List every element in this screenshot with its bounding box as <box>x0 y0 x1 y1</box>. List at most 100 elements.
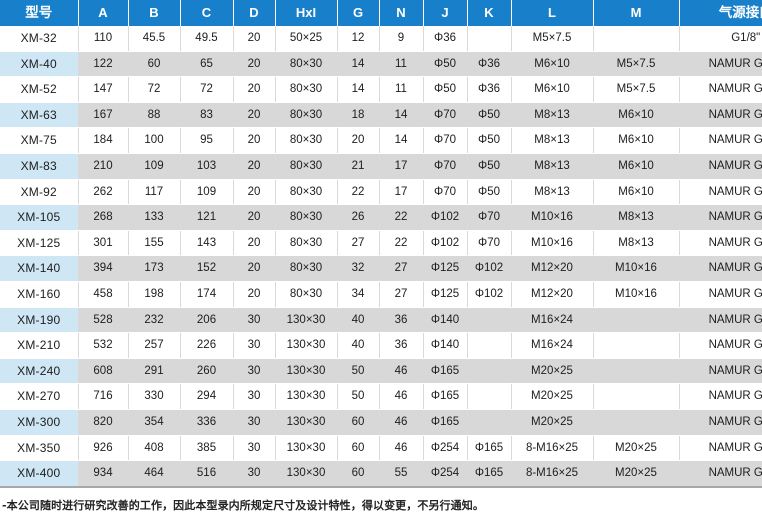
cell-hxi: 80×30 <box>275 51 338 78</box>
cell-d: 20 <box>233 51 276 78</box>
cell-a: 184 <box>78 127 129 154</box>
cell-hxi: 130×30 <box>275 435 338 462</box>
cell-hxi: 130×30 <box>275 409 338 436</box>
cell-n: 22 <box>379 230 424 257</box>
cell-model: XM-52 <box>0 76 79 103</box>
cell-d: 30 <box>233 358 276 385</box>
cell-m: M6×10 <box>593 179 680 206</box>
cell-d: 20 <box>233 102 276 129</box>
cell-k <box>467 383 512 410</box>
cell-hxi: 130×30 <box>275 358 338 385</box>
cell-port: NAMUR G1/4" <box>679 332 762 359</box>
cell-l: M20×25 <box>511 383 594 410</box>
cell-m: M8×13 <box>593 204 680 231</box>
table-header: 型号ABCDHxIGNJKLM气源接口 <box>0 0 762 26</box>
table-row: XM-350 926 408 385 30 130×30 60 46 Φ254 Φ165 8-M16… <box>0 435 762 462</box>
cell-a: 301 <box>78 230 129 257</box>
cell-c: 152 <box>180 255 234 282</box>
cell-b: 88 <box>128 102 181 129</box>
cell-m <box>593 409 680 436</box>
cell-hxi: 80×30 <box>275 281 338 308</box>
cell-k: Φ102 <box>467 255 512 282</box>
cell-j: Φ165 <box>423 358 468 385</box>
cell-d: 30 <box>233 383 276 410</box>
cell-model: XM-400 <box>0 460 79 488</box>
cell-c: 95 <box>180 127 234 154</box>
cell-m: M5×7.5 <box>593 51 680 78</box>
cell-g: 18 <box>337 102 380 129</box>
cell-k: Φ165 <box>467 435 512 462</box>
cell-m <box>593 383 680 410</box>
cell-a: 532 <box>78 332 129 359</box>
cell-m <box>593 307 680 334</box>
cell-n: 46 <box>379 409 424 436</box>
cell-b: 330 <box>128 383 181 410</box>
cell-b: 354 <box>128 409 181 436</box>
cell-model: XM-270 <box>0 383 79 410</box>
cell-model: XM-105 <box>0 204 79 231</box>
cell-model: XM-63 <box>0 102 79 129</box>
cell-g: 60 <box>337 460 380 488</box>
cell-d: 20 <box>233 255 276 282</box>
cell-model: XM-125 <box>0 230 79 257</box>
cell-n: 27 <box>379 281 424 308</box>
cell-j: Φ50 <box>423 76 468 103</box>
cell-port: G1/8" <box>679 26 762 52</box>
table-row: XM-83 210 109 103 20 80×30 21 17 Φ70 Φ50 M8×13 M6×1… <box>0 153 762 180</box>
table-row: XM-140 394 173 152 20 80×30 32 27 Φ125 Φ102 M12×20… <box>0 255 762 282</box>
cell-n: 22 <box>379 204 424 231</box>
cell-k: Φ165 <box>467 460 512 488</box>
cell-k: Φ50 <box>467 179 512 206</box>
cell-b: 291 <box>128 358 181 385</box>
cell-c: 103 <box>180 153 234 180</box>
cell-m: M6×10 <box>593 153 680 180</box>
cell-j: Φ165 <box>423 383 468 410</box>
cell-n: 17 <box>379 153 424 180</box>
cell-c: 109 <box>180 179 234 206</box>
cell-d: 20 <box>233 204 276 231</box>
cell-c: 226 <box>180 332 234 359</box>
cell-m: M10×16 <box>593 281 680 308</box>
cell-b: 173 <box>128 255 181 282</box>
column-header-k: K <box>467 0 512 26</box>
cell-g: 60 <box>337 435 380 462</box>
cell-hxi: 80×30 <box>275 153 338 180</box>
table-body: XM-32 110 45.5 49.5 20 50×25 12 9 Φ36 M5×7.5 G1/8"… <box>0 26 762 488</box>
cell-model: XM-240 <box>0 358 79 385</box>
cell-hxi: 50×25 <box>275 26 338 52</box>
cell-k <box>467 26 512 52</box>
cell-hxi: 80×30 <box>275 127 338 154</box>
cell-b: 464 <box>128 460 181 488</box>
cell-hxi: 130×30 <box>275 383 338 410</box>
cell-a: 608 <box>78 358 129 385</box>
cell-n: 27 <box>379 255 424 282</box>
cell-n: 9 <box>379 26 424 52</box>
cell-port: NAMUR G1/2" <box>679 383 762 410</box>
table-row: XM-160 458 198 174 20 80×30 34 27 Φ125 Φ102 M12×20… <box>0 281 762 308</box>
cell-g: 14 <box>337 76 380 103</box>
cell-model: XM-190 <box>0 307 79 334</box>
table-row: XM-210 532 257 226 30 130×30 40 36 Φ140 M16×24 NAM… <box>0 332 762 359</box>
cell-hxi: 80×30 <box>275 230 338 257</box>
table-row: XM-300 820 354 336 30 130×30 60 46 Φ165 M20×25 NAM… <box>0 409 762 436</box>
cell-hxi: 80×30 <box>275 102 338 129</box>
cell-j: Φ36 <box>423 26 468 52</box>
cell-a: 262 <box>78 179 129 206</box>
cell-n: 14 <box>379 102 424 129</box>
column-header-hxi: HxI <box>275 0 338 26</box>
cell-model: XM-350 <box>0 435 79 462</box>
cell-model: XM-40 <box>0 51 79 78</box>
cell-port: NAMUR G1/4" <box>679 51 762 78</box>
cell-j: Φ140 <box>423 307 468 334</box>
column-header-l: L <box>511 0 594 26</box>
table-row: XM-400 934 464 516 30 130×30 60 55 Φ254 Φ165 8-M16… <box>0 460 762 488</box>
cell-g: 34 <box>337 281 380 308</box>
cell-k: Φ70 <box>467 230 512 257</box>
cell-port: NAMUR G1/4" <box>679 307 762 334</box>
cell-hxi: 80×30 <box>275 76 338 103</box>
column-header-n: N <box>379 0 424 26</box>
cell-l: M20×25 <box>511 358 594 385</box>
cell-j: Φ50 <box>423 51 468 78</box>
cell-c: 206 <box>180 307 234 334</box>
cell-a: 528 <box>78 307 129 334</box>
